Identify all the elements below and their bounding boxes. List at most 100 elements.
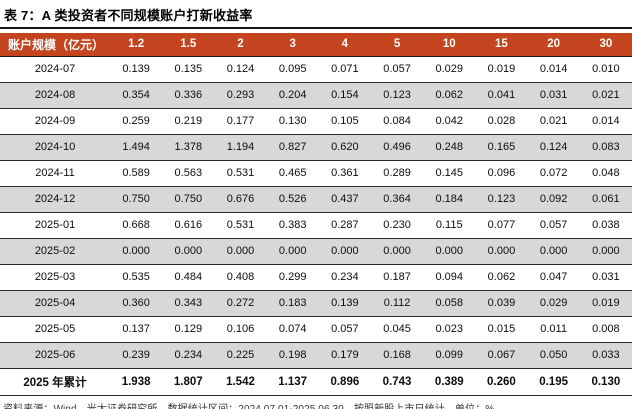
table-row-total: 2025 年累计 1.938 1.807 1.542 1.137 0.896 0.743 0.… xyxy=(0,368,632,396)
value-cell: 0.531 xyxy=(214,212,267,239)
value-cell: 0.336 xyxy=(162,82,215,109)
value-cell: 0.293 xyxy=(214,82,267,109)
value-cell: 0.123 xyxy=(475,186,528,213)
value-cell: 0.045 xyxy=(370,316,424,343)
value-cell: 0.071 xyxy=(318,56,371,83)
value-cell: 0.014 xyxy=(579,108,632,135)
table-body: 2024-07 0.139 0.135 0.124 0.095 0.071 0.057 0.0… xyxy=(0,56,632,396)
value-cell: 0.039 xyxy=(475,290,528,317)
value-cell: 0.259 xyxy=(110,108,163,135)
value-cell: 0.535 xyxy=(110,264,163,291)
value-cell: 0.083 xyxy=(579,134,632,161)
value-cell: 0.354 xyxy=(110,82,163,109)
value-cell: 0.272 xyxy=(214,290,267,317)
value-cell: 0.389 xyxy=(423,368,476,396)
value-cell: 0.058 xyxy=(423,290,476,317)
value-cell: 0.057 xyxy=(318,316,371,343)
value-cell: 0.184 xyxy=(423,186,476,213)
value-cell: 0.072 xyxy=(527,160,580,187)
header-col-30: 30 xyxy=(579,33,632,57)
table-row-2024-12: 2024-12 0.750 0.750 0.676 0.526 0.437 0.364 0.1… xyxy=(0,186,632,213)
header-col-4: 4 xyxy=(318,33,371,57)
value-cell: 0.000 xyxy=(475,238,528,265)
value-cell: 0.028 xyxy=(475,108,528,135)
value-cell: 0.077 xyxy=(475,212,528,239)
value-cell: 1.194 xyxy=(214,134,267,161)
table-row-2025-01: 2025-01 0.668 0.616 0.531 0.383 0.287 0.230 0.1… xyxy=(0,212,632,239)
table-row-2025-02: 2025-02 0.000 0.000 0.000 0.000 0.000 0.000 0.0… xyxy=(0,238,632,265)
row-label: 2025-05 xyxy=(0,316,111,343)
value-cell: 0.033 xyxy=(579,342,632,369)
value-cell: 1.494 xyxy=(110,134,163,161)
value-cell: 0.299 xyxy=(266,264,319,291)
value-cell: 0.496 xyxy=(370,134,424,161)
value-cell: 0.676 xyxy=(214,186,267,213)
value-cell: 0.000 xyxy=(370,238,424,265)
value-cell: 0.130 xyxy=(579,368,632,396)
value-cell: 0.105 xyxy=(318,108,371,135)
value-cell: 0.750 xyxy=(110,186,163,213)
value-cell: 0.000 xyxy=(266,238,319,265)
source-note: 资料来源：Wind，光大证券研究所，数据统计区间：2024.07.01-2025… xyxy=(3,403,495,409)
value-cell: 0.198 xyxy=(266,342,319,369)
value-cell: 0.099 xyxy=(423,342,476,369)
value-cell: 0.827 xyxy=(266,134,319,161)
table-row-2024-10: 2024-10 1.494 1.378 1.194 0.827 0.620 0.496 0.2… xyxy=(0,134,632,161)
value-cell: 0.061 xyxy=(579,186,632,213)
value-cell: 0.183 xyxy=(266,290,319,317)
value-cell: 0.000 xyxy=(527,238,580,265)
value-cell: 0.383 xyxy=(266,212,319,239)
table-row-2025-03: 2025-03 0.535 0.484 0.408 0.299 0.234 0.187 0.0… xyxy=(0,264,632,291)
value-cell: 0.130 xyxy=(266,108,319,135)
value-cell: 0.750 xyxy=(162,186,215,213)
value-cell: 0.589 xyxy=(110,160,163,187)
value-cell: 0.062 xyxy=(423,82,476,109)
row-label: 2025-01 xyxy=(0,212,111,239)
value-cell: 0.168 xyxy=(370,342,424,369)
value-cell: 0.096 xyxy=(475,160,528,187)
value-cell: 0.106 xyxy=(214,316,267,343)
header-col-1.2: 1.2 xyxy=(110,33,163,57)
value-cell: 0.139 xyxy=(318,290,371,317)
returns-table: 账户规模（亿元） 1.2 1.5 2 3 4 5 10 15 20 30 2024-07 0.139… xyxy=(0,33,632,396)
value-cell: 1.807 xyxy=(162,368,215,396)
value-cell: 0.095 xyxy=(266,56,319,83)
row-label: 2025 年累计 xyxy=(0,368,111,396)
title-divider xyxy=(0,27,632,29)
value-cell: 0.092 xyxy=(527,186,580,213)
value-cell: 0.038 xyxy=(579,212,632,239)
value-cell: 0.129 xyxy=(162,316,215,343)
value-cell: 0.112 xyxy=(370,290,424,317)
value-cell: 0.047 xyxy=(527,264,580,291)
value-cell: 0.360 xyxy=(110,290,163,317)
value-cell: 0.225 xyxy=(214,342,267,369)
value-cell: 0.179 xyxy=(318,342,371,369)
value-cell: 0.057 xyxy=(527,212,580,239)
value-cell: 1.137 xyxy=(266,368,319,396)
value-cell: 0.031 xyxy=(579,264,632,291)
value-cell: 0.021 xyxy=(579,82,632,109)
value-cell: 0.896 xyxy=(318,368,371,396)
row-label: 2025-06 xyxy=(0,342,111,369)
value-cell: 0.010 xyxy=(579,56,632,83)
value-cell: 0.062 xyxy=(475,264,528,291)
value-cell: 0.000 xyxy=(110,238,163,265)
value-cell: 0.743 xyxy=(370,368,424,396)
value-cell: 0.234 xyxy=(162,342,215,369)
table-row-2025-04: 2025-04 0.360 0.343 0.272 0.183 0.139 0.112 0.0… xyxy=(0,290,632,317)
value-cell: 0.041 xyxy=(475,82,528,109)
value-cell: 0.287 xyxy=(318,212,371,239)
value-cell: 0.000 xyxy=(214,238,267,265)
value-cell: 0.048 xyxy=(579,160,632,187)
header-col-20: 20 xyxy=(527,33,580,57)
value-cell: 0.219 xyxy=(162,108,215,135)
value-cell: 0.364 xyxy=(370,186,424,213)
value-cell: 0.057 xyxy=(370,56,424,83)
value-cell: 0.011 xyxy=(527,316,580,343)
value-cell: 0.137 xyxy=(110,316,163,343)
value-cell: 0.177 xyxy=(214,108,267,135)
table-header: 账户规模（亿元） 1.2 1.5 2 3 4 5 10 15 20 30 xyxy=(0,33,632,57)
value-cell: 0.000 xyxy=(579,238,632,265)
value-cell: 0.000 xyxy=(162,238,215,265)
